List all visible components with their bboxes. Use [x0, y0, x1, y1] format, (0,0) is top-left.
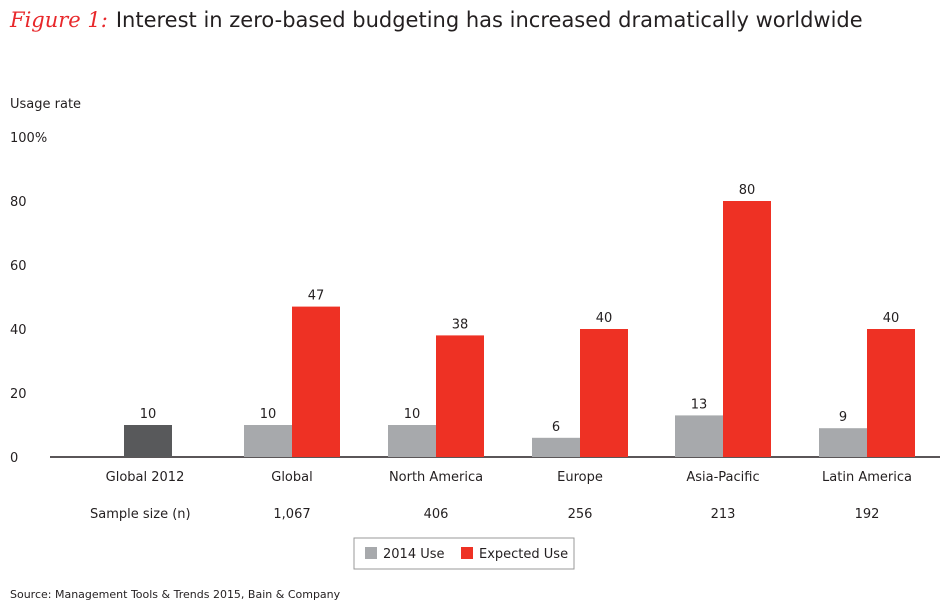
figure-label: Figure 1:	[10, 8, 108, 32]
bar-2014-use	[819, 428, 867, 457]
data-label: 10	[260, 407, 277, 422]
sample-size-value: 213	[711, 507, 736, 522]
bar-2014-use	[388, 425, 436, 457]
bar-global-2012	[124, 425, 172, 457]
y-tick-label: 0	[10, 451, 18, 466]
data-label: 10	[404, 407, 421, 422]
data-label: 80	[739, 183, 756, 198]
legend-label: Expected Use	[479, 547, 568, 562]
y-tick-label: 40	[10, 323, 27, 338]
data-label: 40	[883, 311, 900, 326]
source-note: Source: Management Tools & Trends 2015, …	[10, 588, 341, 601]
sample-size-value: 192	[855, 507, 880, 522]
sample-size-value: 1,067	[273, 507, 310, 522]
sample-size-value: 256	[568, 507, 593, 522]
category-label: Latin America	[822, 470, 912, 485]
bar-expected-use	[723, 201, 771, 457]
sample-size-value: 406	[424, 507, 449, 522]
data-label: 40	[596, 311, 613, 326]
y-tick-label: 20	[10, 387, 27, 402]
title-text: Interest in zero-based budgeting has inc…	[115, 8, 863, 32]
sample-size-label: Sample size (n)	[90, 507, 191, 522]
data-label: 10	[140, 407, 157, 422]
bar-2014-use	[532, 437, 580, 457]
bar-expected-use	[867, 329, 915, 457]
category-label: Asia-Pacific	[686, 470, 759, 485]
data-label: 9	[839, 410, 847, 425]
legend-swatch-expected-use	[461, 547, 473, 559]
y-tick-label: 80	[10, 195, 27, 210]
bar-2014-use	[675, 415, 723, 457]
category-label: North America	[389, 470, 483, 485]
legend-label: 2014 Use	[383, 547, 445, 562]
y-tick-label: 60	[10, 259, 27, 274]
category-label: Global 2012	[106, 470, 185, 485]
data-label: 47	[308, 289, 325, 304]
category-label: Europe	[557, 470, 603, 485]
bar-expected-use	[292, 306, 340, 457]
bar-2014-use	[244, 425, 292, 457]
bar-expected-use	[580, 329, 628, 457]
legend-swatch-2014-use	[365, 547, 377, 559]
data-label: 13	[691, 397, 708, 412]
data-label: 38	[452, 317, 469, 332]
y-axis-label: Usage rate	[10, 97, 81, 112]
data-label: 6	[552, 420, 560, 435]
bar-expected-use	[436, 335, 484, 457]
figure-title: Figure 1: Interest in zero-based budgetin…	[10, 8, 863, 32]
y-tick-label: 100%	[10, 131, 47, 146]
category-label: Global	[271, 470, 312, 485]
